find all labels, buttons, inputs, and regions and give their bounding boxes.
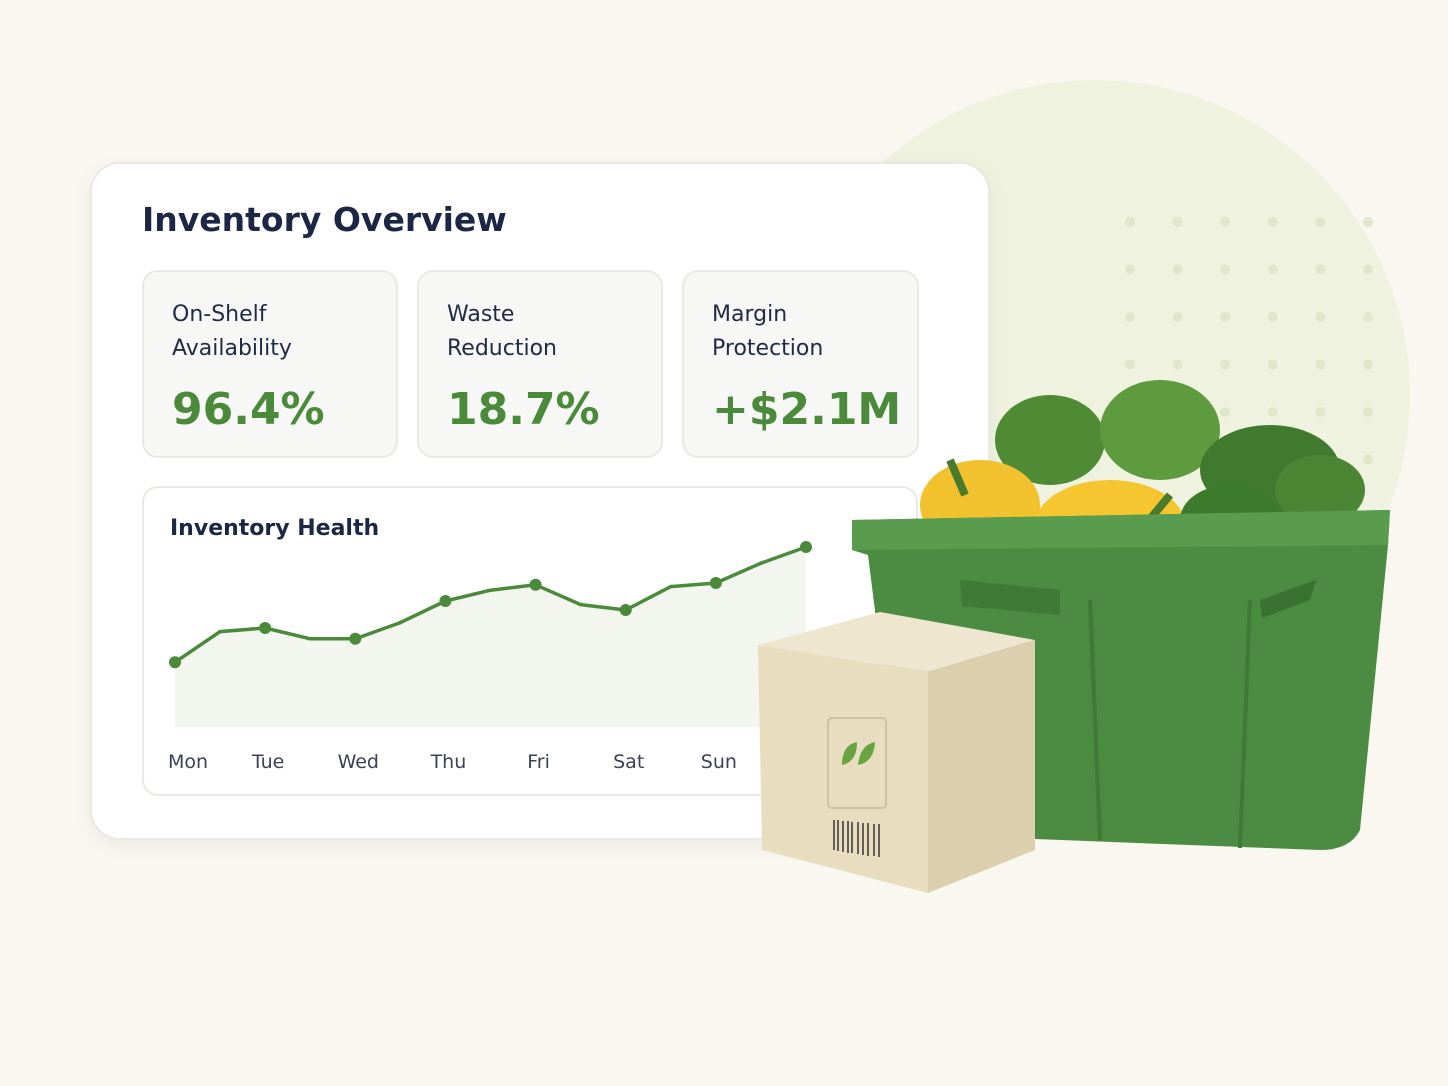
- dot: [1315, 217, 1326, 227]
- dot: [1363, 217, 1373, 227]
- dot-grid: [1125, 217, 1373, 465]
- dot: [1172, 312, 1183, 322]
- x-tick-label: Thu: [430, 751, 467, 773]
- point: [800, 541, 812, 553]
- dot: [1267, 264, 1278, 275]
- dot: [1172, 359, 1183, 370]
- dot: [1315, 264, 1326, 275]
- dot: [1125, 264, 1135, 275]
- dot: [1220, 312, 1231, 322]
- point: [169, 656, 181, 669]
- dot: [1315, 359, 1326, 370]
- point: [349, 632, 362, 645]
- dot: [1220, 407, 1231, 417]
- kpi-value: 18.7%: [447, 384, 600, 435]
- point: [259, 622, 272, 634]
- kpi-card: Waste Reduction 18.7%: [417, 270, 663, 458]
- dot: [1267, 312, 1278, 322]
- dot: [1125, 217, 1135, 227]
- x-tick-label: Fri: [527, 751, 550, 773]
- x-tick-label: Sat: [613, 751, 644, 773]
- dot: [1315, 312, 1326, 322]
- point: [759, 561, 763, 565]
- kpi-label: Margin Protection: [712, 302, 824, 361]
- dot: [1363, 359, 1373, 370]
- dot: [1363, 407, 1373, 417]
- dot: [1125, 359, 1135, 370]
- dot: [1267, 217, 1278, 227]
- dot: [1267, 359, 1278, 370]
- point: [218, 629, 222, 634]
- chart-title: Inventory Health: [170, 516, 379, 541]
- point: [578, 602, 583, 607]
- area: [175, 547, 806, 727]
- kpi-card: On-Shelf Availability 96.4%: [142, 270, 398, 458]
- dot: [1363, 454, 1373, 465]
- dot: [1220, 217, 1231, 227]
- x-tick-label: Sun: [701, 751, 737, 773]
- dot: [1125, 312, 1135, 322]
- point: [439, 595, 452, 607]
- point: [709, 577, 722, 589]
- point: [398, 620, 403, 625]
- dot: [1220, 359, 1231, 370]
- point: [669, 584, 673, 589]
- x-tick-label: Mon: [168, 751, 208, 773]
- card-title: Inventory Overview: [142, 200, 507, 239]
- kpi-label: Waste Reduction: [447, 302, 557, 361]
- dot: [1220, 264, 1231, 275]
- dot: [1267, 407, 1278, 417]
- x-tick-label: Wed: [338, 751, 379, 773]
- dot: [1172, 264, 1183, 275]
- kpi-value: 96.4%: [172, 384, 325, 435]
- dot: [1363, 312, 1373, 322]
- point: [308, 637, 312, 641]
- dot: [1172, 217, 1183, 227]
- dot: [1315, 407, 1326, 417]
- point: [488, 588, 493, 592]
- dot: [1363, 264, 1373, 275]
- kpi-value: +$2.1M: [712, 384, 902, 435]
- x-tick-label: Tue: [251, 751, 284, 773]
- point: [619, 604, 632, 616]
- box: [758, 612, 1035, 893]
- kpi-card: Margin Protection +$2.1M: [682, 270, 919, 458]
- kpi-label: On-Shelf Availability: [172, 302, 292, 361]
- point: [529, 578, 542, 591]
